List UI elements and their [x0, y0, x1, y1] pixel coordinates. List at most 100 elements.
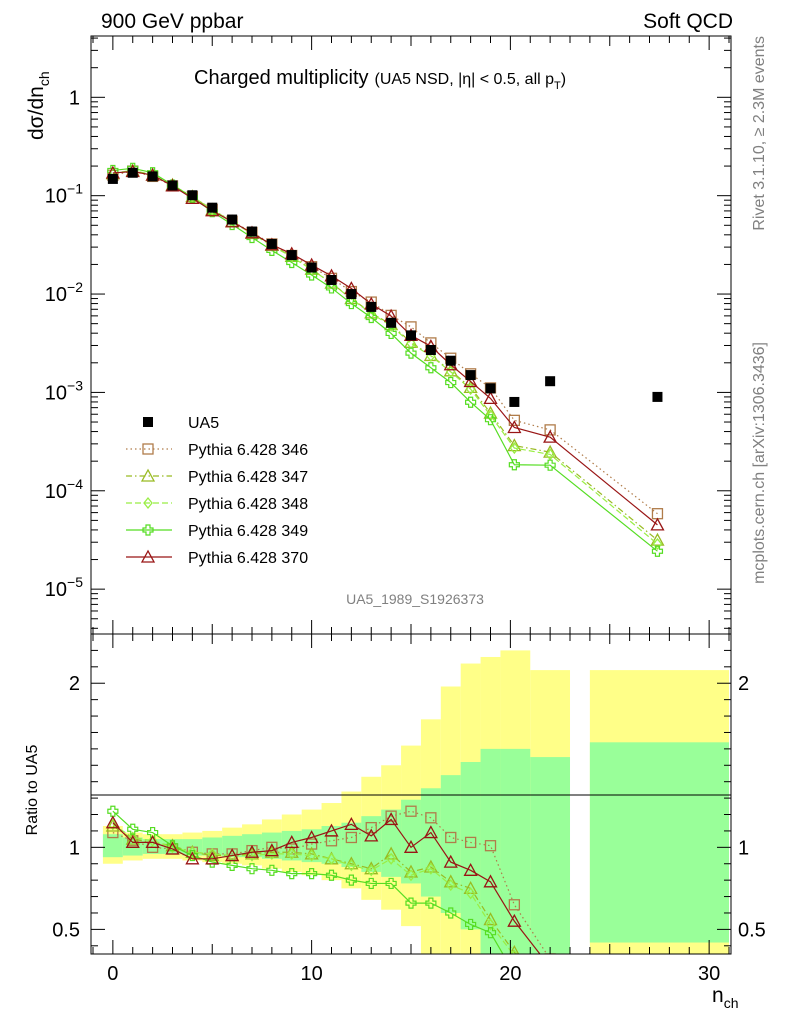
ratio-point [366, 864, 377, 877]
series-point [652, 537, 663, 551]
ratio-point [465, 918, 477, 931]
legend-marker [143, 496, 153, 510]
ratio-point [247, 849, 257, 862]
data-point [445, 355, 456, 366]
legend-marker [140, 468, 156, 482]
series-line [112, 167, 658, 552]
ratio-point [125, 835, 140, 849]
ratio-point [244, 844, 260, 858]
series-point [543, 444, 558, 458]
ratio-point [507, 913, 522, 927]
ratio-point [186, 849, 198, 862]
ratio-point [165, 841, 180, 855]
series-5-ratio [105, 812, 541, 954]
data-point [346, 289, 357, 300]
ratio-point [267, 847, 277, 860]
ratio-point [185, 851, 200, 865]
ratio-point [264, 843, 279, 857]
chart-title: Charged multiplicity (UA5 NSD, |η| < 0.5,… [194, 67, 566, 92]
x-axis-label: nch [712, 984, 738, 1011]
ratio-point [324, 823, 339, 837]
y-tick-label: 10−3 [45, 377, 83, 404]
series-point [325, 282, 338, 294]
x-tick-label: 30 [698, 963, 720, 985]
ratio-point [403, 864, 419, 878]
data-point [425, 344, 436, 355]
band-inner-bin [500, 748, 531, 954]
series-point [545, 448, 555, 461]
y-axis-label: dσ/dnch [25, 71, 52, 140]
legend-marker [143, 417, 153, 427]
series-3-main [108, 164, 663, 551]
legend-marker [140, 549, 156, 563]
series-4-ratio [107, 805, 504, 954]
series-line [112, 170, 658, 515]
ratio-point [443, 854, 458, 868]
ratio-point [325, 869, 338, 881]
data-point [207, 202, 218, 213]
legend-label: Pythia 6.428 349 [188, 523, 308, 540]
series-2-main [105, 163, 665, 546]
series-point [507, 438, 522, 452]
data-point [127, 167, 138, 178]
band-inner-bin [460, 762, 481, 930]
x-tick-label: 20 [499, 963, 521, 985]
ratio-point [306, 849, 317, 862]
data-point [366, 301, 377, 312]
ratio-line [112, 810, 504, 954]
mcplots-label: mcplots.cern.ch [arXiv:1306.3436] [751, 342, 768, 584]
ratio-line [112, 823, 514, 954]
legend-entry: Pythia 6.428 346 [126, 442, 308, 459]
chart-title-main: Charged multiplicity [194, 67, 369, 89]
legend-label: Pythia 6.428 370 [188, 550, 308, 567]
chart-title-sub: (UA5 NSD, |η| < 0.5, all p [375, 71, 555, 88]
ratio-point [166, 840, 179, 852]
data-point [509, 396, 520, 407]
ratio-point [205, 851, 220, 865]
ratio-point [346, 859, 357, 872]
ratio-y-tick-label-left: 0.5 [52, 919, 80, 941]
ratio-y-axis-label: Ratio to UA5 [24, 745, 41, 836]
x-tick-label: 0 [107, 963, 118, 985]
ratio-point [485, 918, 496, 931]
ratio-point [445, 831, 457, 844]
series-point [507, 420, 522, 434]
ratio-point [246, 863, 258, 875]
legend-label: Pythia 6.428 347 [188, 469, 308, 486]
ratio-point [384, 812, 399, 826]
series-point [544, 424, 556, 436]
ratio-point [345, 874, 357, 886]
ratio-point [286, 867, 298, 880]
analysis-watermark: UA5_1989_S1926373 [346, 591, 484, 607]
ratio-point [365, 821, 377, 834]
ratio-point [651, 1000, 663, 1011]
ratio-point [463, 862, 478, 876]
ratio-point [385, 877, 397, 890]
header-left: 900 GeV ppbar [101, 10, 243, 33]
legend-label: Pythia 6.428 346 [188, 442, 308, 459]
series-point [286, 256, 298, 269]
series-point [483, 405, 498, 419]
x-tick-label: 10 [300, 963, 322, 985]
series-point [508, 414, 521, 426]
legend-label: Pythia 6.428 348 [188, 496, 308, 513]
axes: 0 10 20 30 1 10−1 10−2 10−3 10−4 10−5 0.5 0.5 1 1 2 2 [45, 36, 766, 985]
data-point [386, 317, 397, 328]
band-inner-bin [530, 757, 571, 954]
ratio-point [147, 826, 159, 839]
series-point [465, 396, 477, 408]
ratio-point [653, 1001, 661, 1011]
ratio-point [365, 877, 377, 890]
ratio-panel-frame [90, 633, 732, 955]
ratio-series [105, 805, 663, 1011]
series-line [112, 169, 658, 545]
data-point [326, 274, 337, 285]
data-point [227, 214, 238, 225]
ratio-point [306, 867, 318, 880]
data-point [406, 330, 416, 341]
ratio-point [544, 974, 556, 985]
series-3-ratio [108, 818, 661, 1011]
main-series [105, 162, 665, 557]
series-point [543, 429, 558, 443]
